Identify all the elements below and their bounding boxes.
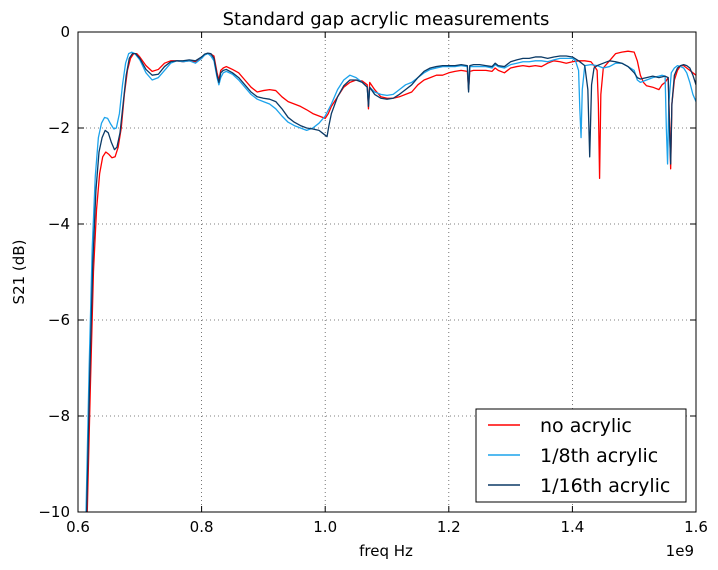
- y-axis-label: S21 (dB): [10, 240, 28, 305]
- y-tick-label: −6: [48, 311, 70, 329]
- legend: no acrylic 1/8th acrylic 1/16th acrylic: [475, 408, 687, 503]
- series-lines: [85, 50, 696, 512]
- y-tick-label: −4: [48, 215, 70, 233]
- plot-area-frame: [77, 31, 697, 513]
- legend-label: no acrylic: [540, 415, 632, 437]
- grid-lines: [78, 32, 696, 512]
- legend-label: 1/16th acrylic: [540, 475, 670, 497]
- y-tick-label: −10: [38, 503, 70, 521]
- x-tick-label: 1.6: [684, 518, 708, 536]
- legend-label: 1/8th acrylic: [540, 445, 658, 467]
- x-tick-label: 1.0: [313, 518, 337, 536]
- series-line-3: [86, 52, 696, 512]
- x-tick-label: 1.2: [437, 518, 461, 536]
- x-tick-label: 0.6: [66, 518, 90, 536]
- y-tick-label: −2: [48, 119, 70, 137]
- chart-title: Standard gap acrylic measurements: [223, 9, 550, 30]
- y-tick-label: 0: [60, 23, 70, 41]
- x-axis-label: freq Hz: [359, 542, 413, 560]
- x-tick-label: 0.8: [190, 518, 214, 536]
- axis-ticks: 0.6 0.8 1.0 1.2 1.4 1.6 0 −2 −4 −6 −8 −10: [38, 23, 708, 536]
- y-tick-label: −8: [48, 407, 70, 425]
- x-axis-offset-label: 1e9: [666, 542, 694, 560]
- series-line-2: [85, 51, 696, 512]
- x-tick-label: 1.4: [560, 518, 584, 536]
